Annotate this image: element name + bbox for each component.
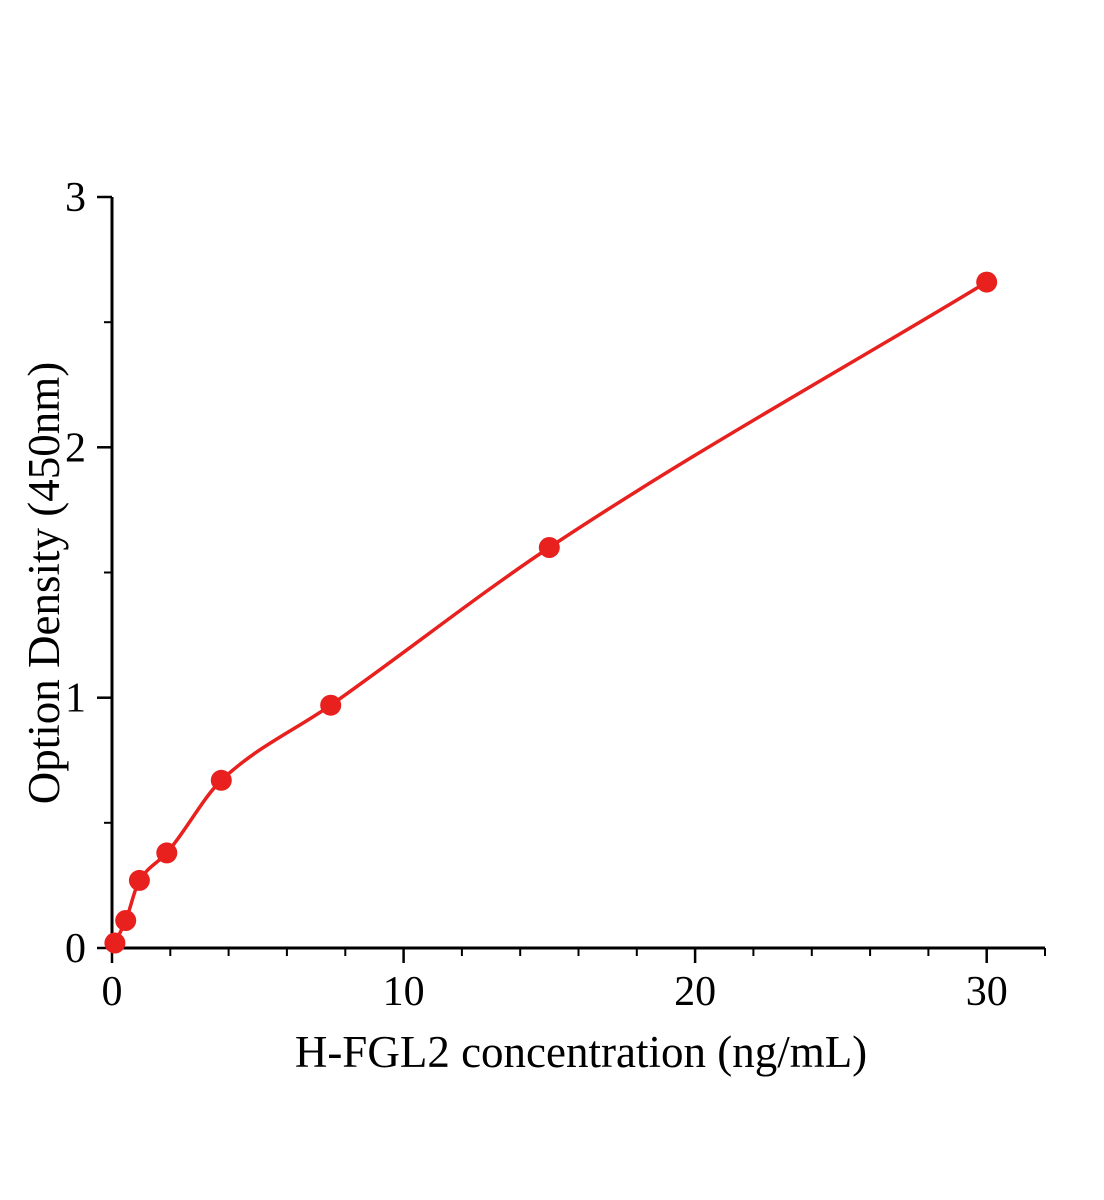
data-point bbox=[156, 842, 178, 864]
data-point bbox=[538, 537, 560, 558]
x-tick-label: 0 bbox=[102, 969, 123, 1015]
x-tick-label: 30 bbox=[966, 969, 1008, 1015]
fit-curve bbox=[113, 280, 989, 945]
y-tick-label: 2 bbox=[65, 425, 86, 471]
y-tick-label: 0 bbox=[65, 926, 86, 972]
y-axis-label: Option Density (450nm) bbox=[19, 361, 69, 805]
axes-spines bbox=[110, 197, 1045, 950]
x-tick-label: 10 bbox=[383, 969, 425, 1015]
x-tick-label: 20 bbox=[674, 969, 716, 1015]
data-point bbox=[128, 869, 150, 891]
data-point bbox=[976, 271, 998, 293]
data-point bbox=[210, 769, 232, 791]
x-axis-label: H-FGL2 concentration (ng/mL) bbox=[294, 1027, 868, 1077]
data-point bbox=[320, 694, 342, 716]
data-point bbox=[104, 932, 126, 954]
y-tick-label: 1 bbox=[65, 676, 86, 722]
data-point bbox=[115, 910, 137, 931]
y-tick-label: 3 bbox=[65, 175, 86, 221]
